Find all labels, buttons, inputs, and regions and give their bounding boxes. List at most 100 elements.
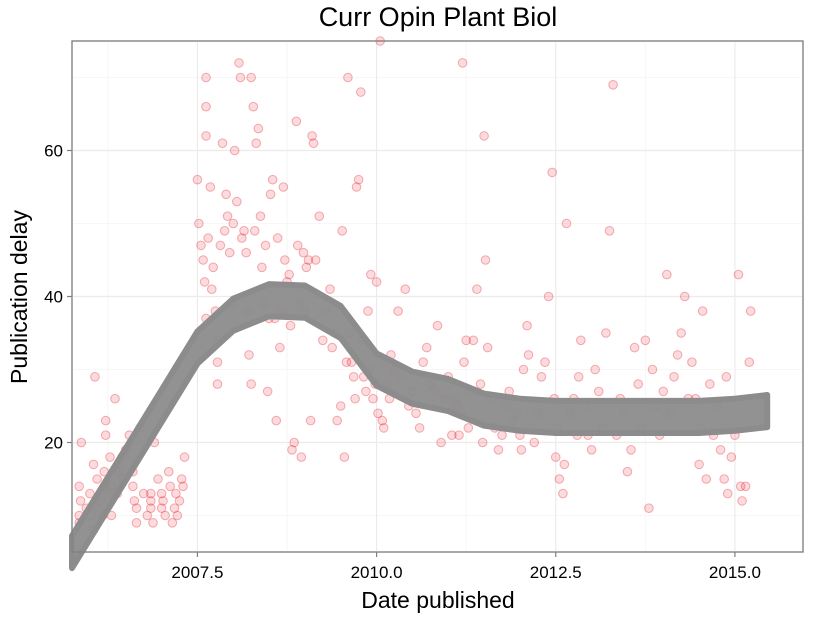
data-point [308,138,319,148]
data-point [229,145,240,156]
x-tick-label: 2012.5 [530,563,582,582]
data-point [212,357,223,368]
data-point [92,474,102,484]
plot-area [69,36,804,572]
data-point [298,247,309,258]
data-point [201,131,211,141]
data-point [461,335,471,346]
data-point [339,452,350,462]
data-point [248,101,259,112]
y-axis-ticks: 20 40 60 [44,142,72,453]
data-point [497,430,507,441]
data-point [246,72,256,83]
data-point [735,481,746,492]
data-point [171,488,181,499]
data-point [285,320,296,331]
data-point [138,488,149,499]
data-point [163,466,174,477]
data-point [131,518,142,528]
data-point [697,306,708,316]
data-point [341,357,352,368]
data-point [377,415,388,426]
data-point [169,503,180,514]
data-point [477,437,488,448]
data-point [421,342,432,353]
data-point [165,481,175,492]
data-point [301,262,312,273]
data-point [608,80,618,90]
data-point [234,58,244,68]
smooth-line [69,281,771,572]
data-point [350,393,360,404]
data-point [235,72,246,83]
data-point [232,196,242,207]
x-tick-label: 2007.5 [171,563,223,582]
data-point [221,189,231,200]
data-point [272,233,283,243]
data-point [622,466,633,477]
data-point [523,350,534,360]
data-point [201,72,211,83]
data-point [278,182,289,192]
data-point [237,233,247,243]
data-point [314,211,325,221]
data-point [348,372,359,382]
data-point [146,496,156,506]
data-point [206,284,217,295]
data-point [740,481,751,492]
data-point [744,357,755,368]
data-point [480,255,491,265]
data-point [289,437,299,448]
data-point [335,401,346,411]
data-point [75,496,86,506]
data-point [371,277,382,287]
data-point [198,255,208,265]
data-point [337,226,347,236]
scatter-points [74,36,756,535]
data-point [192,174,203,185]
data-point [353,174,364,185]
data-point [400,284,411,295]
data-point [662,269,672,280]
data-point [217,138,228,148]
data-point [518,364,529,375]
grid [72,41,803,552]
y-tick-label: 60 [44,142,63,161]
data-point [257,262,267,273]
data-point [74,481,84,492]
data-point [307,131,317,141]
data-point [343,72,353,83]
data-point [454,430,464,441]
data-point [361,386,371,397]
data-point [255,211,266,221]
data-point [516,445,527,455]
data-point [228,218,239,229]
data-point [356,87,366,97]
data-point [479,131,489,141]
data-point [529,437,540,448]
data-point [271,415,282,426]
data-point [733,269,744,280]
data-point [719,474,729,484]
data-point [153,474,163,484]
data-point [547,167,557,178]
data-point [414,423,425,433]
x-axis-title: Date published [361,587,514,613]
data-point [76,437,87,448]
x-tick-label: 2010.0 [351,563,403,582]
data-point [644,503,654,514]
data-point [737,496,747,506]
data-point [291,116,302,127]
data-point [100,430,111,441]
data-point [327,342,337,353]
data-point [105,452,115,462]
data-point [146,488,156,499]
data-point [436,437,446,448]
data-point [167,518,178,528]
data-point [332,415,342,426]
data-point [148,518,158,528]
data-point [368,393,378,404]
chart-title: Curr Opin Plant Biol [319,2,558,32]
data-point [576,335,586,346]
data-point [626,445,636,455]
